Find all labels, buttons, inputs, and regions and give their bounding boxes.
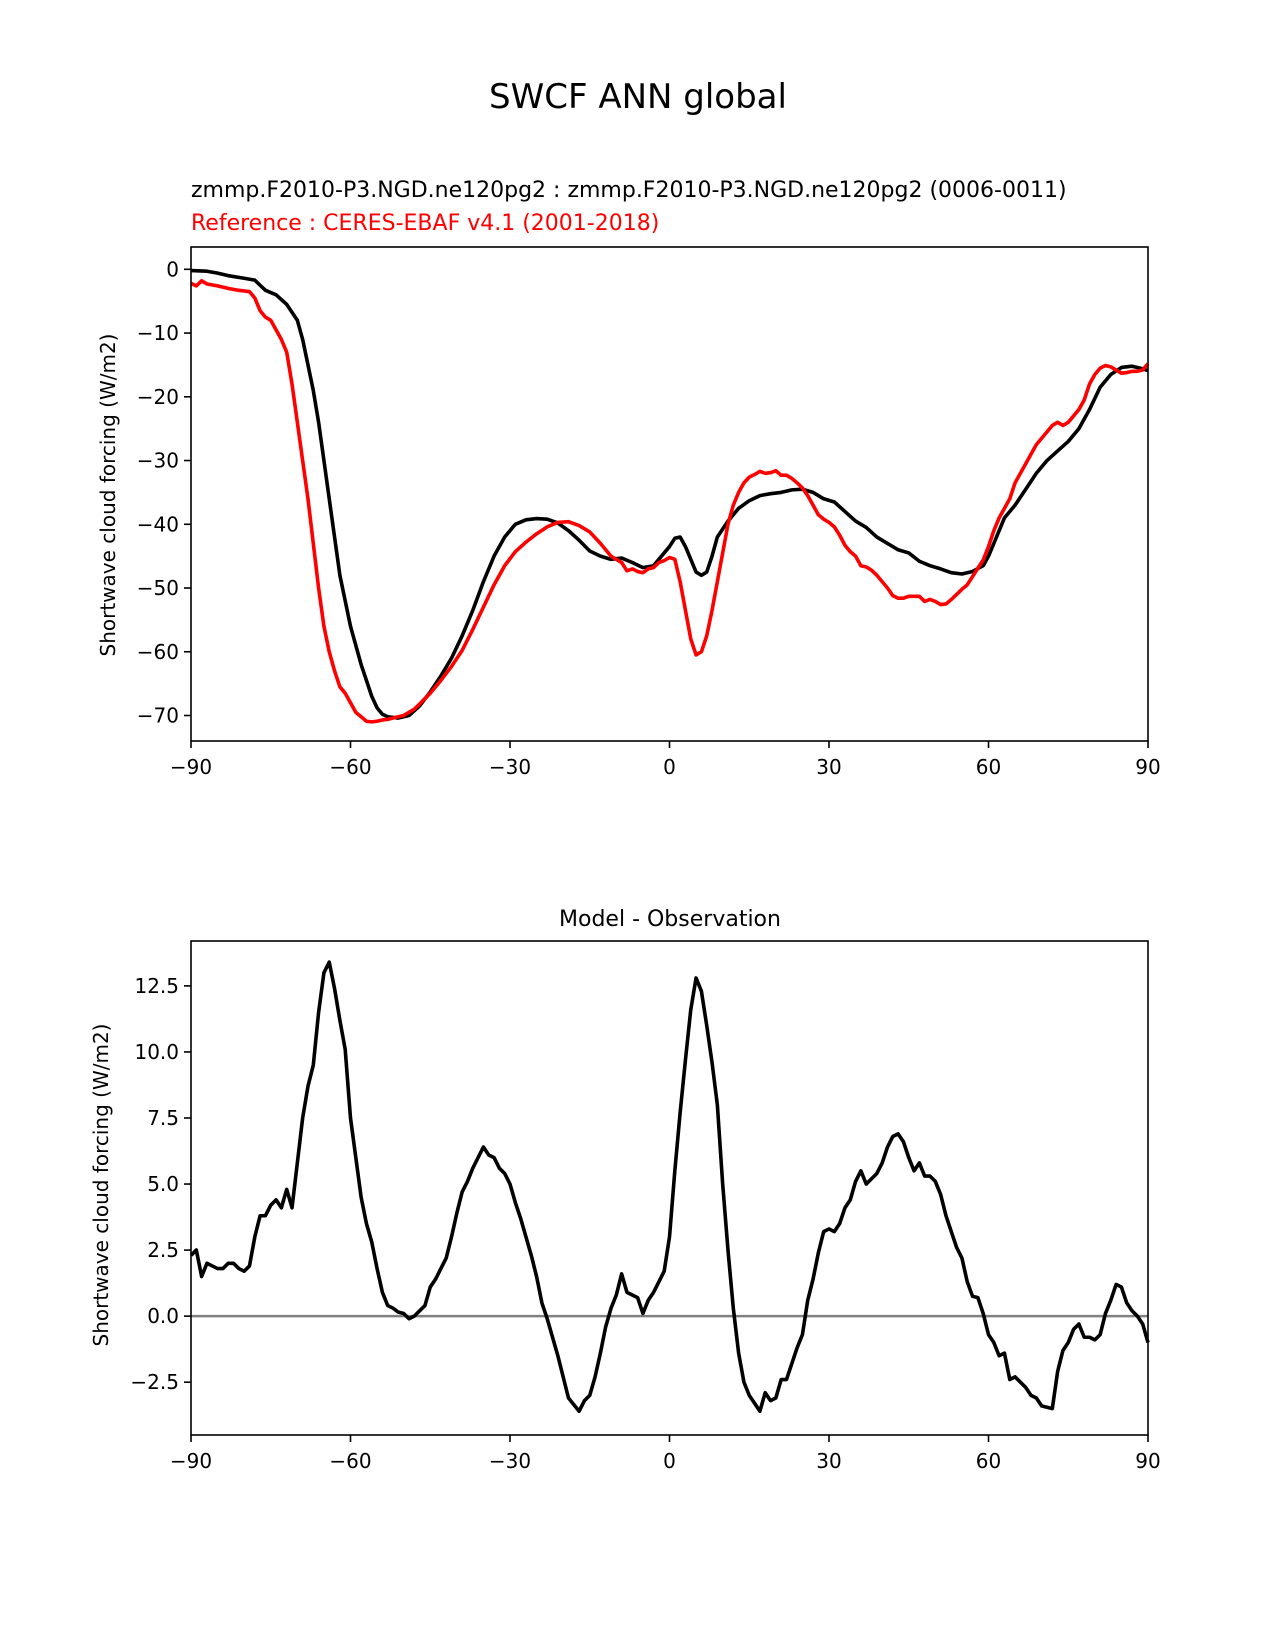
top-ytick-label: −20	[137, 385, 179, 409]
bottom-chart: Model - Observation Shortwave cloud forc…	[89, 907, 1161, 1473]
top-xtick-label: 0	[663, 755, 676, 779]
bottom-xtick-label: 30	[816, 1449, 841, 1473]
top-ytick-label: −50	[137, 576, 179, 600]
top-series-line-1	[190, 268, 1149, 720]
bottom-plot-area: −90 −60 −30 0 30 60 90 −2.5 0.0 2.5 5.0 7.5 10.0 12.5	[130, 940, 1161, 1473]
top-xtick-label: 30	[816, 755, 841, 779]
bottom-ytick-label: 2.5	[147, 1238, 179, 1262]
bottom-series-line-1	[189, 960, 1150, 1414]
top-xtick-label: 60	[976, 755, 1001, 779]
top-xtick-label: −30	[489, 755, 531, 779]
bottom-ytick-label: 10.0	[134, 1040, 179, 1064]
top-ytick-label: −70	[137, 704, 179, 728]
bottom-chart-ylabel: Shortwave cloud forcing (W/m2)	[89, 1024, 113, 1347]
figure-title: SWCF ANN global	[489, 77, 787, 117]
bottom-chart-title: Model - Observation	[559, 907, 781, 932]
bottom-xtick-label: −30	[489, 1449, 531, 1473]
top-ytick-label: −40	[137, 512, 179, 536]
bottom-ytick-label: 12.5	[134, 974, 179, 998]
top-ytick-label: 0	[166, 257, 179, 281]
top-ytick-label: −10	[137, 321, 179, 345]
bottom-xtick-label: −60	[329, 1449, 371, 1473]
top-xtick-label: −90	[170, 755, 212, 779]
top-ytick-label: −30	[137, 449, 179, 473]
bottom-xtick-label: 0	[663, 1449, 676, 1473]
top-ytick-label: −60	[137, 640, 179, 664]
bottom-xtick-label: −90	[170, 1449, 212, 1473]
bottom-xtick-label: 60	[976, 1449, 1001, 1473]
top-chart: zmmp.F2010-P3.NGD.ne120pg2 : zmmp.F2010-…	[96, 178, 1161, 779]
top-chart-ylabel: Shortwave cloud forcing (W/m2)	[96, 334, 120, 657]
bottom-ytick-label: 5.0	[147, 1172, 179, 1196]
top-series-line-2	[190, 278, 1150, 724]
bottom-xtick-label: 90	[1135, 1449, 1160, 1473]
top-xtick-label: 90	[1135, 755, 1160, 779]
bottom-ytick-label: 7.5	[147, 1106, 179, 1130]
top-xtick-label: −60	[329, 755, 371, 779]
bottom-ytick-label: −2.5	[130, 1370, 179, 1394]
bottom-ytick-label: 0.0	[147, 1304, 179, 1328]
top-chart-subtitle-model: zmmp.F2010-P3.NGD.ne120pg2 : zmmp.F2010-…	[191, 178, 1067, 203]
top-plot-area: −90 −60 −30 0 30 60 90 0 −10 −20 −30 −40 −50 −60 −70	[137, 246, 1161, 779]
top-chart-subtitle-reference: Reference : CERES-EBAF v4.1 (2001-2018)	[191, 211, 659, 236]
